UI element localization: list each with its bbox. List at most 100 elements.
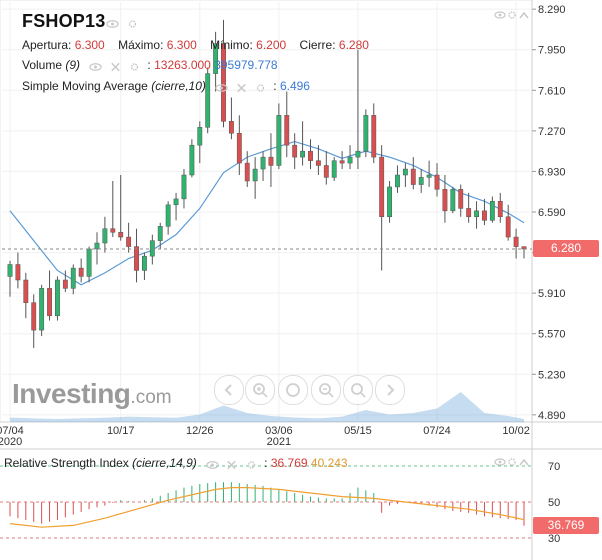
rsi-icons: [206, 457, 261, 471]
volume-icons: [89, 59, 144, 73]
gear-icon[interactable]: [126, 19, 139, 29]
candle: [118, 175, 124, 241]
sma-param: (cierre,10): [151, 79, 206, 93]
candle-body: [268, 156, 274, 166]
chevron-up-icon[interactable]: [519, 458, 529, 466]
candle: [426, 160, 432, 187]
candle: [331, 157, 337, 181]
candle: [505, 204, 511, 241]
x-tick-year: 2020: [0, 436, 22, 448]
last-price-tag: 6.280: [533, 240, 599, 258]
close-icon[interactable]: [235, 83, 248, 93]
eye-icon[interactable]: [89, 62, 103, 72]
candle: [181, 169, 187, 209]
candle: [387, 180, 392, 223]
candle: [395, 165, 400, 193]
candle: [466, 192, 472, 223]
candle-body: [102, 228, 108, 244]
header-icons: [106, 15, 142, 33]
candle-body: [181, 174, 187, 200]
eye-icon[interactable]: [494, 11, 506, 19]
candle: [126, 222, 132, 253]
x-tick-label: 05/15: [344, 425, 372, 437]
apertura-value: 6.300: [74, 38, 105, 52]
candle: [284, 91, 290, 158]
candle-body: [395, 174, 400, 188]
candle-body: [205, 73, 211, 128]
chevron-up-icon[interactable]: [519, 11, 529, 19]
maximo-value: 6.300: [166, 38, 197, 52]
y-tick-label: 4.890: [538, 410, 566, 422]
candle-body: [94, 242, 100, 250]
reset-zoom-button[interactable]: [278, 375, 308, 405]
candle-body: [236, 133, 242, 164]
rsi-param: (cierre,14,9): [132, 456, 197, 470]
candle: [157, 222, 163, 249]
zoom-in-button[interactable]: [245, 375, 275, 405]
candle: [142, 252, 147, 281]
candle-body: [387, 186, 392, 218]
eye-icon[interactable]: [215, 83, 228, 93]
eye-icon[interactable]: [494, 458, 506, 466]
candle-body: [260, 156, 266, 170]
sma-label: Simple Moving Average: [22, 79, 148, 93]
candle-body: [497, 201, 503, 218]
candle: [134, 228, 139, 283]
candle-body: [371, 115, 377, 158]
candle: [442, 175, 448, 223]
gear-icon[interactable]: [508, 11, 516, 19]
candle-body: [513, 236, 519, 247]
candle-body: [7, 264, 13, 277]
scroll-left-button[interactable]: [214, 375, 244, 405]
x-tick-label: 07/24: [423, 425, 451, 437]
candle: [39, 284, 45, 337]
gear-icon[interactable]: [245, 460, 258, 470]
sma-value: 6.496: [279, 79, 310, 93]
candle-body: [339, 160, 345, 164]
eye-icon[interactable]: [106, 19, 119, 29]
zoom-area-button[interactable]: [343, 375, 373, 405]
rsi-value-tag: 36.769: [533, 517, 599, 535]
candle-body: [39, 288, 45, 331]
rsi-signal-line: [9, 487, 525, 528]
close-icon[interactable]: [225, 460, 238, 470]
candle: [434, 163, 440, 197]
candle-body: [284, 115, 290, 146]
candle: [252, 157, 258, 199]
cierre-value: 6.280: [338, 38, 369, 52]
gear-icon[interactable]: [508, 458, 516, 466]
candle: [355, 49, 361, 170]
candle: [410, 157, 416, 190]
candle-body: [292, 144, 298, 158]
zoom-out-button[interactable]: [311, 375, 341, 405]
candle-body: [458, 189, 464, 209]
gear-icon[interactable]: [254, 83, 267, 93]
candle-body: [165, 204, 171, 227]
eye-icon[interactable]: [206, 460, 219, 470]
candle: [418, 169, 424, 193]
volume-value: 13263.000: [154, 58, 211, 72]
candle-body: [110, 228, 116, 233]
maximo-label: Máximo:: [118, 38, 164, 52]
candle: [363, 109, 369, 158]
candle-body: [126, 236, 132, 247]
y-tick-label: 6.590: [538, 207, 566, 219]
candle: [149, 234, 155, 265]
close-icon[interactable]: [109, 62, 122, 72]
gear-icon[interactable]: [128, 62, 141, 72]
candle-body: [466, 208, 472, 218]
sma-icons: [215, 80, 270, 94]
candle: [94, 232, 100, 265]
rsi-signal-value: 40.243: [310, 456, 348, 470]
candle-body: [434, 174, 440, 190]
sma-row: Simple Moving Average (cierre,10) : 6.49…: [22, 79, 310, 94]
candle: [173, 192, 179, 221]
candle-body: [418, 177, 424, 185]
candle: [300, 121, 306, 166]
scroll-right-button[interactable]: [375, 375, 405, 405]
candle: [268, 133, 274, 187]
y-tick-label: 7.270: [538, 126, 566, 138]
